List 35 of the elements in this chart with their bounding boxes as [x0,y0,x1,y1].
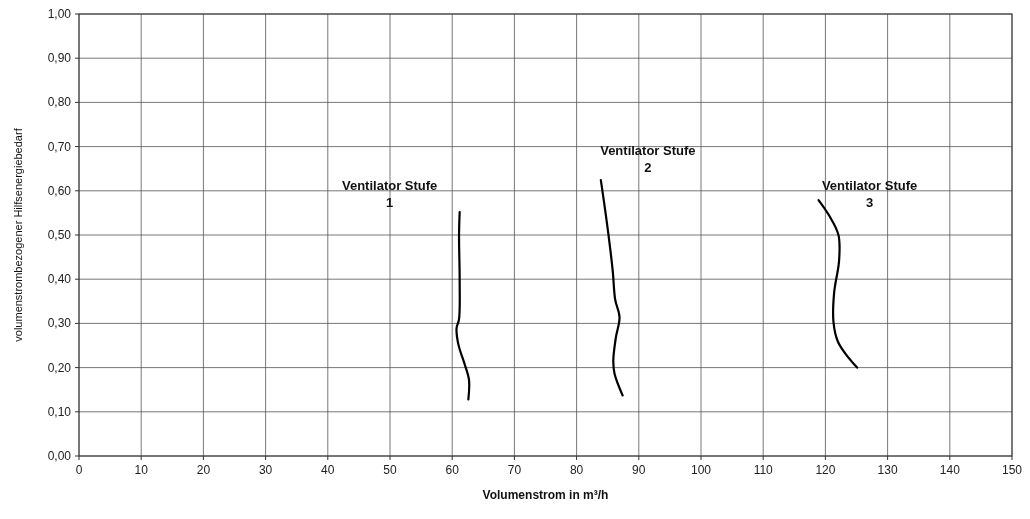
x-tick-label: 90 [632,463,646,477]
y-tick-label: 0,50 [47,228,72,242]
y-tick-label: 0,00 [47,449,72,463]
x-axis-title: Volumenstrom in m³/h [482,488,609,502]
x-tick-label: 120 [815,463,836,477]
y-tick-label: 0,30 [47,316,72,331]
x-tick-label: 140 [939,463,961,477]
x-tick-label: 70 [507,463,522,477]
x-tick-label: 30 [258,463,273,477]
series-label: Ventilator Stufe 3 [821,178,918,211]
y-tick-label: 0,70 [47,139,72,154]
y-tick-label: 0,20 [47,360,72,375]
line-series [599,179,624,397]
series-label: Ventilator Stufe 1 [341,178,438,211]
x-tick-label: 60 [445,463,460,477]
x-tick-label: 110 [753,463,774,477]
y-tick-label: 0,10 [47,404,72,419]
y-tick-label: 0,40 [47,272,72,287]
y-tick-label: 0,80 [47,95,72,110]
y-axis-title: volumenstrombezogener Hilfsenergiebedarf [12,127,24,342]
y-tick-label: 1,00 [47,7,72,21]
x-tick-label: 0 [75,463,83,477]
x-tick-label: 40 [321,463,335,477]
x-tick-label: 150 [1001,463,1023,477]
line-series [817,198,859,369]
series-label: Ventilator Stufe 2 [600,143,696,176]
x-tick-label: 20 [196,463,211,477]
y-tick-label: 0,60 [47,183,72,198]
x-tick-label: 130 [877,463,898,477]
x-tick-label: 80 [569,463,584,477]
y-tick-label: 0,90 [47,51,72,66]
x-tick-label: 50 [383,463,397,477]
x-tick-label: 100 [690,463,712,477]
line-series [455,210,471,401]
x-tick-label: 10 [134,463,149,477]
